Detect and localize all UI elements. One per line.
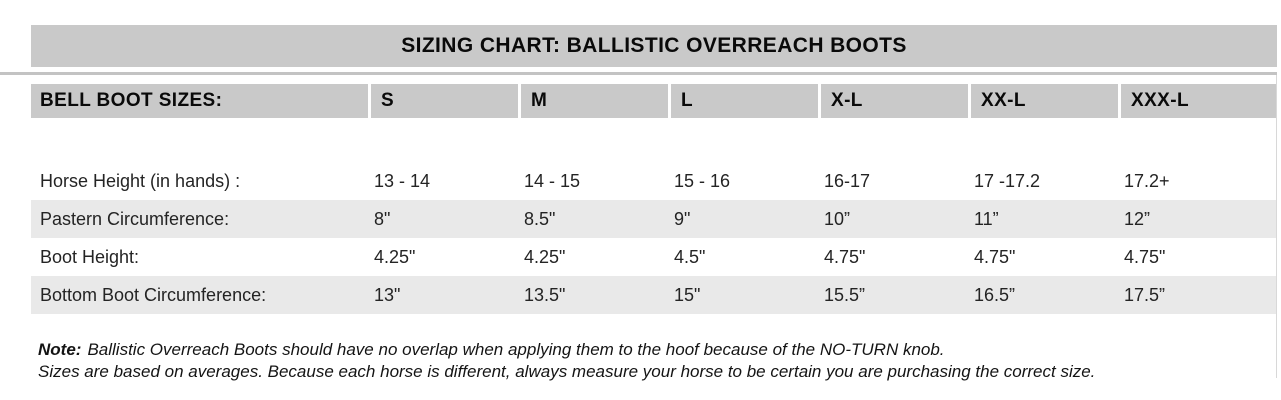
header-size-xxxl: XXX-L [1118,84,1277,118]
note-label: Note: [38,340,82,359]
table-cell: 4.25" [524,246,566,267]
header-size-s: S [368,84,518,118]
table-cell: 16-17 [824,170,871,191]
header-size-m: M [518,84,668,118]
table-cell: 10” [824,208,851,229]
table-cell: 13 - 14 [374,170,431,191]
title-divider-line [0,72,1277,75]
note-line-1: Note: Ballistic Overreach Boots should ha… [38,339,1238,361]
note-line-2: Sizes are based on averages. Because eac… [38,362,1096,381]
table-cell: 4.5" [674,246,706,267]
note-text-1: Ballistic Overreach Boots should have no… [87,340,945,359]
row-label: Boot Height: [40,246,140,267]
table-cell: 16.5” [974,284,1016,305]
table-cell: 14 - 15 [524,170,581,191]
table-cell: 15 - 16 [674,170,731,191]
table-row-bottom-boot-circumference: Bottom Boot Circumference: 13" 13.5" 15"… [31,276,1277,314]
header-size-xl: X-L [818,84,968,118]
chart-title-bar: SIZING CHART: BALLISTIC OVERREACH BOOTS [31,25,1277,67]
header-size-xxl: XX-L [968,84,1118,118]
table-cell: 8" [374,208,391,229]
header-size-l: L [668,84,818,118]
table-cell: 17.5” [1124,284,1166,305]
row-label: Horse Height (in hands) : [40,170,241,191]
table-cell: 4.75" [824,246,866,267]
row-label: Pastern Circumference: [40,208,230,229]
table-cell: 4.75" [974,246,1016,267]
table-cell: 15.5” [824,284,866,305]
table-cell: 9" [674,208,691,229]
table-cell: 13" [374,284,401,305]
table-cell: 8.5" [524,208,556,229]
table-cell: 17.2+ [1124,170,1170,191]
table-cell: 13.5" [524,284,566,305]
table-cell: 17 -17.2 [974,170,1041,191]
row-label: Bottom Boot Circumference: [40,284,267,305]
right-border-line [1276,75,1277,378]
page-title: SIZING CHART: BALLISTIC OVERREACH BOOTS [401,34,907,57]
table-row-boot-height: Boot Height: 4.25" 4.25" 4.5" 4.75" 4.75… [31,238,1277,276]
table-cell: 4.75" [1124,246,1166,267]
table-row-horse-height: Horse Height (in hands) : 13 - 14 14 - 1… [31,162,1277,200]
table-cell: 4.25" [374,246,416,267]
table-row-pastern-circumference: Pastern Circumference: 8" 8.5" 9" 10” 11… [31,200,1277,238]
note-section: Note: Ballistic Overreach Boots should ha… [38,339,1238,383]
table-cell: 11” [974,208,999,229]
table-cell: 15" [674,284,701,305]
header-label: BELL BOOT SIZES: [40,90,223,111]
table-body: Horse Height (in hands) : 13 - 14 14 - 1… [31,162,1277,314]
table-cell: 12” [1124,208,1151,229]
table-header-row: BELL BOOT SIZES: S M L X-L XX-L XXX-L [31,84,1277,118]
